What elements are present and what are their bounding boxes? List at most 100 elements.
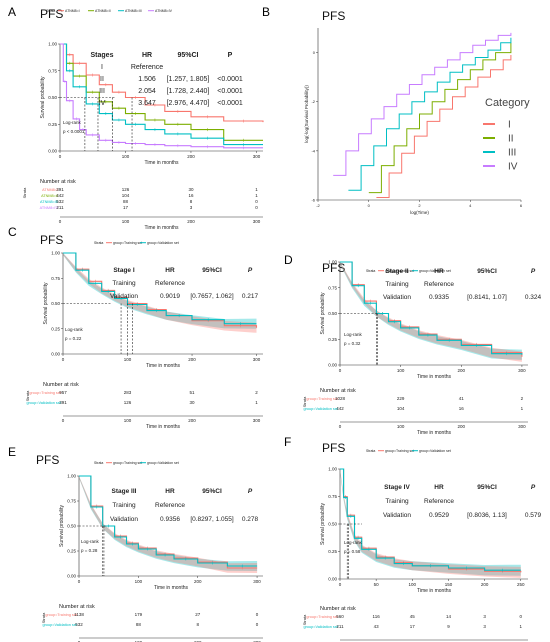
risk-title: Number at risk [40, 179, 76, 185]
risk-count: 442 [336, 406, 344, 411]
risk-count: 391 [59, 400, 67, 405]
risk-title: Number at risk [320, 606, 356, 612]
stats-header: Stage II [385, 268, 408, 275]
risk-x-label: Time in months [145, 225, 179, 231]
logrank-label: Log-rank [65, 327, 84, 332]
km-panel-C: Strata group=Training set group=Validation… [25, 241, 263, 430]
x-axis-label: Time in months [417, 374, 451, 380]
x-tick-label: 50 [374, 582, 380, 587]
risk-count: 43 [374, 624, 380, 629]
legend-title: Strata [94, 241, 103, 245]
x-axis-label: log(Time) [410, 210, 429, 215]
stats-header: HR [434, 268, 444, 275]
stats-cell: Validation [383, 294, 411, 301]
risk-count: 3 [483, 624, 486, 629]
stats-header: Stages [91, 52, 114, 59]
legend-entry-IV: IV [508, 162, 518, 173]
x-tick-label: -2 [316, 203, 320, 208]
survival-curve-1 [340, 261, 523, 355]
ci-band [340, 469, 521, 576]
risk-count: 1 [255, 400, 258, 405]
stats-cell: 3.647 [138, 100, 156, 107]
km-panel-D: Strata group=Training set group=Validation… [302, 260, 542, 437]
risk-count: 1 [521, 406, 524, 411]
risk-count: 8 [196, 622, 199, 627]
stats-cell: 0.9335 [429, 294, 449, 301]
risk-count: 391 [56, 187, 64, 192]
risk-count: 17 [410, 624, 416, 629]
risk-row-name: group=Validation set [43, 623, 78, 627]
risk-count: 0 [255, 205, 258, 210]
stats-cell: 0.9529 [429, 512, 449, 519]
risk-tick-label: 300 [518, 424, 526, 429]
risk-row-name: group=Training set [306, 397, 339, 401]
loglog-curve-II [368, 42, 512, 194]
legend-entry-0: ATNM8=I [65, 9, 80, 13]
panel-title-F: PFS [322, 441, 345, 455]
pvalue-label: p = 0.32 [344, 341, 361, 346]
stats-cell: [0.7657, 1.062] [190, 293, 234, 300]
risk-tick-label: 0 [62, 418, 65, 423]
stats-cell: 0.9019 [160, 293, 180, 300]
x-tick-label: 100 [397, 368, 405, 373]
x-tick-label: 6 [520, 203, 523, 208]
y-tick-label: 0.00 [328, 577, 337, 582]
risk-title: Number at risk [59, 604, 95, 610]
risk-tick-label: 300 [253, 640, 261, 642]
x-tick-label: 200 [458, 368, 466, 373]
stats-cell: <0.0001 [217, 88, 243, 95]
y-tick-label: 0.25 [51, 326, 60, 331]
risk-x-label: Time in months [146, 424, 180, 430]
stats-header: 95%CI [177, 52, 198, 59]
risk-count: 88 [136, 622, 142, 627]
risk-count: 0 [255, 199, 258, 204]
risk-tick-label: 100 [122, 219, 130, 224]
x-tick-label: 150 [445, 582, 453, 587]
pvalue-label: p = 0.58 [344, 549, 361, 554]
y-axis-label: Survival probability [59, 505, 65, 547]
risk-count: 8 [190, 199, 193, 204]
stats-cell: <0.0001 [217, 100, 243, 107]
y-tick-label: 0 [313, 50, 316, 55]
risk-row-name: ATNM8=II [41, 194, 58, 198]
risk-title: Number at risk [43, 382, 79, 388]
stats-cell: [1.728, 2.440] [167, 88, 210, 95]
risk-x-label: Time in months [417, 430, 451, 436]
stats-cell: Reference [155, 280, 185, 287]
risk-tick-label: 300 [253, 219, 261, 224]
stats-header: HR [434, 484, 444, 491]
risk-count: 27 [195, 612, 201, 617]
stats-cell: III [99, 88, 105, 95]
risk-count: 9 [447, 624, 450, 629]
legend-title: Category [485, 97, 530, 109]
risk-count: 211 [56, 205, 64, 210]
stats-cell: 0.9356 [160, 516, 180, 523]
risk-title: Number at risk [320, 388, 356, 394]
stats-header: 95%CI [477, 484, 497, 491]
risk-row-name: group=Validation set [304, 625, 339, 629]
risk-strata-label: Strata [22, 187, 27, 198]
stats-cell: 2.054 [138, 88, 156, 95]
x-tick-label: 300 [253, 357, 261, 362]
stats-header: 95%CI [477, 268, 497, 275]
legend-entry-1: group=Validation set [147, 461, 179, 465]
risk-count: 0 [256, 622, 259, 627]
stats-cell: II [100, 76, 104, 83]
risk-count: 532 [56, 199, 64, 204]
x-tick-label: 300 [518, 368, 526, 373]
stats-cell: Training [112, 502, 136, 509]
risk-count: 532 [75, 622, 83, 627]
panel-label-C: C [8, 225, 17, 239]
stats-header: HR [165, 267, 175, 274]
risk-count: 3 [190, 205, 193, 210]
pvalue-label: p = 0.22 [65, 336, 82, 341]
pvalue-label: p < 0.0001 [63, 129, 85, 134]
risk-row-name: group=Training set [306, 615, 339, 619]
stats-cell: 0.324 [525, 294, 542, 301]
risk-count: 179 [135, 612, 143, 617]
y-tick-label: 0.25 [67, 549, 76, 554]
stats-header: 95%CI [202, 488, 222, 495]
logrank-label: Log-rank [63, 120, 82, 125]
stats-cell: Validation [110, 516, 138, 523]
y-tick-label: 0.00 [51, 352, 60, 357]
